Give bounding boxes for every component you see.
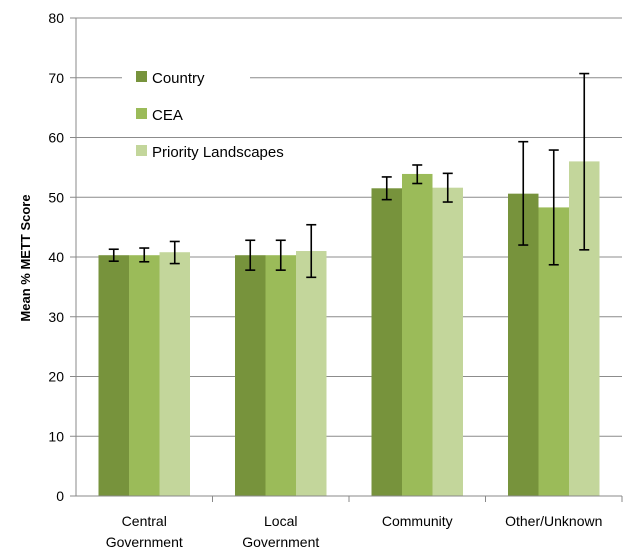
error-bar (108, 248, 119, 262)
y-axis-title: Mean % METT Score (18, 194, 33, 321)
legend-entry: Country (122, 65, 250, 89)
y-tick-label: 70 (48, 70, 64, 86)
y-tick-label: 60 (48, 130, 64, 146)
error-bar (548, 149, 559, 266)
bar-cea (402, 173, 433, 496)
legend-label: Country (152, 70, 205, 87)
bar-cea (129, 255, 160, 496)
y-tick-label: 10 (48, 428, 64, 444)
bar-priority-landscapes (432, 187, 463, 496)
bar-country (371, 188, 402, 496)
x-axis-labels: Central Government Local Government Communit… (106, 496, 623, 550)
bar-country (98, 255, 129, 496)
legend: Country CEA Priority Landscapes (122, 65, 356, 163)
x-category-label-line: Government (242, 534, 319, 550)
x-category-label: Local Government (242, 513, 319, 550)
legend-swatch (136, 71, 147, 82)
y-tick-label: 20 (48, 369, 64, 385)
bar-priority-landscapes (296, 251, 327, 496)
y-tick-label: 40 (48, 249, 64, 265)
error-bar (139, 247, 150, 263)
legend-entry-background (122, 139, 356, 163)
x-category-label: Central Government (106, 513, 183, 550)
error-bar (275, 239, 286, 271)
error-bar (442, 172, 453, 203)
legend-label: Priority Landscapes (152, 144, 284, 161)
y-tick-label: 80 (48, 10, 64, 26)
error-bar (381, 176, 392, 201)
legend-label: CEA (152, 107, 183, 124)
x-category-label-line: Community (382, 513, 453, 529)
error-bar (579, 72, 590, 251)
bar-country (235, 255, 266, 496)
legend-entry: Priority Landscapes (122, 139, 356, 163)
legend-swatch (136, 108, 147, 119)
x-category-label-line: Government (106, 534, 183, 550)
bars (98, 161, 600, 497)
x-category-label-line: Other/Unknown (505, 513, 602, 529)
error-bar (306, 223, 317, 279)
bar-priority-landscapes (159, 252, 190, 496)
y-axis-ticks: 0 10 20 30 40 50 60 70 80 (48, 10, 76, 504)
error-bar (518, 140, 529, 246)
y-tick-label: 50 (48, 189, 64, 205)
y-tick-label: 0 (56, 488, 64, 504)
error-bar (169, 240, 180, 265)
error-bars (108, 72, 590, 279)
y-tick-label: 30 (48, 309, 64, 325)
bar-cea (265, 255, 296, 496)
x-category-label: Community (382, 513, 453, 529)
legend-swatch (136, 145, 147, 156)
error-bar (245, 239, 256, 271)
x-category-label-line: Local (264, 513, 297, 529)
error-bar (412, 164, 423, 185)
legend-entry: CEA (122, 102, 216, 126)
x-category-label: Other/Unknown (505, 513, 602, 529)
x-category-label-line: Central (122, 513, 167, 529)
